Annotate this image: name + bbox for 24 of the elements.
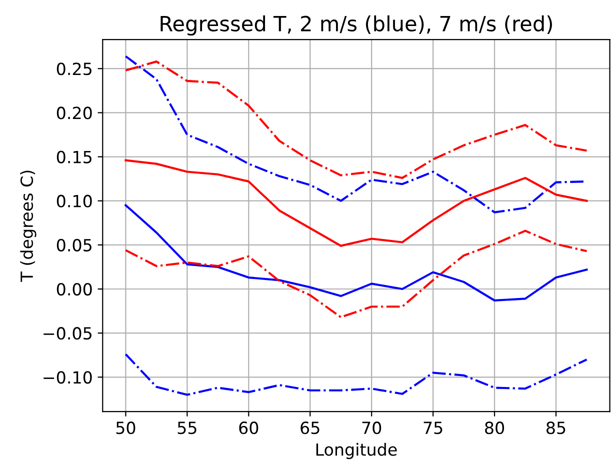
y-tick-label: 0.20 bbox=[56, 106, 92, 120]
y-tick-label: 0.25 bbox=[56, 62, 92, 76]
x-tick-label: 65 bbox=[300, 422, 320, 434]
y-axis-title: T (degrees C) bbox=[20, 170, 36, 282]
y-tick-label: −0.05 bbox=[44, 327, 92, 340]
line-series bbox=[124, 230, 588, 318]
line-series bbox=[124, 60, 588, 179]
y-tick-label: 0.10 bbox=[56, 194, 92, 208]
x-tick-label: 70 bbox=[362, 422, 382, 434]
line-series bbox=[124, 204, 588, 302]
y-tick-label: −0.10 bbox=[44, 371, 92, 384]
x-tick-label: 75 bbox=[424, 422, 442, 434]
line-series bbox=[124, 159, 588, 247]
chart-title: Regressed T, 2 m/s (blue), 7 m/s (red) bbox=[160, 15, 552, 36]
x-tick-label: 50 bbox=[116, 422, 136, 434]
y-tick-label: 0.05 bbox=[56, 238, 92, 252]
x-tick-label: 80 bbox=[485, 422, 504, 434]
line-series bbox=[124, 353, 588, 396]
y-tick-label: 0.15 bbox=[56, 150, 92, 164]
x-axis-title: Longitude bbox=[316, 442, 397, 460]
x-tick-label: 60 bbox=[239, 422, 258, 434]
x-tick-label: 55 bbox=[178, 422, 196, 434]
y-tick-label: 0.00 bbox=[56, 282, 92, 296]
x-tick-label: 85 bbox=[546, 422, 566, 434]
